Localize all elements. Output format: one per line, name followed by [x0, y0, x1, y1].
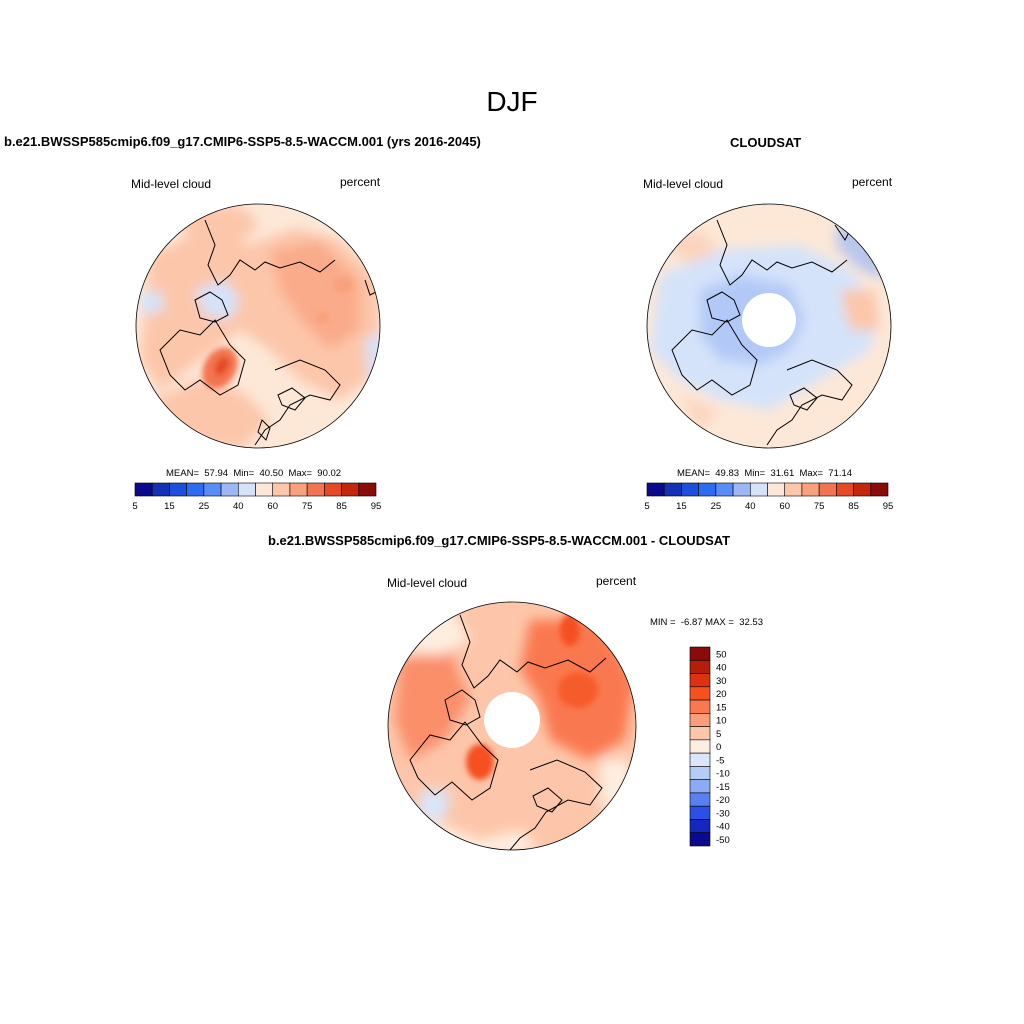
obs-colorbar-tick-label: 95 [883, 501, 894, 512]
diff-colorbar-swatch [689, 686, 711, 701]
model-colorbar-swatch [255, 482, 274, 497]
diff-colorbar-tick-label: -20 [716, 795, 730, 806]
diff-stats: MIN = -6.87 MAX = 32.53 [650, 617, 763, 628]
model-stats: MEAN= 57.94 Min= 40.50 Max= 90.02 [166, 468, 342, 479]
model-polar-map [135, 203, 381, 449]
diff-colorbar-tick-label: 40 [716, 663, 727, 674]
obs-colorbar-tick-label: 25 [711, 501, 722, 512]
model-colorbar-tick-label: 95 [371, 501, 382, 512]
obs-colorbar-tick-label: 5 [644, 501, 649, 512]
diff-colorbar-tick-label: 10 [716, 716, 727, 727]
model-colorbar-swatch [358, 482, 377, 497]
model-colorbar-tick-label: 60 [267, 501, 278, 512]
model-units-label: percent [340, 175, 381, 189]
model-colorbar-swatch [134, 482, 153, 497]
diff-colorbar-tick-label: 20 [716, 689, 727, 700]
obs-colorbar-tick-label: 40 [745, 501, 756, 512]
model-variable-label: Mid-level cloud [131, 177, 212, 191]
model-colorbar-swatch [272, 482, 291, 497]
model-colorbar: 5 15 25 40 60 75 85 95 [132, 482, 382, 512]
obs-colorbar-swatch [767, 482, 786, 497]
model-colorbar-swatch [203, 482, 222, 497]
diff-colorbar-swatch [689, 766, 711, 780]
obs-colorbar-swatch [749, 482, 768, 497]
obs-colorbar-swatch [870, 482, 889, 497]
diff-variable-label: Mid-level cloud [387, 576, 468, 590]
model-colorbar-swatch [237, 482, 256, 497]
obs-colorbar-swatch [663, 482, 682, 497]
diff-colorbar-swatch [689, 832, 711, 847]
diff-colorbar-swatch [689, 699, 711, 714]
diff-colorbar-swatch [689, 739, 711, 754]
diff-colorbar-swatch [689, 726, 711, 741]
model-colorbar-tick-label: 25 [199, 501, 210, 512]
diff-colorbar-tick-label: -40 [716, 822, 730, 833]
diff-colorbar-tick-label: 30 [716, 676, 727, 687]
obs-units-label: percent [852, 175, 893, 189]
obs-colorbar-swatch [784, 482, 803, 497]
model-colorbar-swatch [151, 482, 170, 497]
diff-colorbar-swatch [689, 779, 711, 794]
diff-colorbar-swatch [689, 713, 711, 727]
diff-colorbar-swatch [689, 646, 711, 661]
diff-colorbar-tick-label: -50 [716, 835, 730, 846]
diff-colorbar-tick-label: 0 [716, 742, 721, 753]
obs-colorbar-swatch [681, 482, 699, 497]
obs-colorbar-tick-label: 85 [848, 501, 859, 512]
model-colorbar-tick-label: 75 [302, 501, 313, 512]
obs-colorbar-swatch [853, 482, 872, 497]
obs-stats: MEAN= 49.83 Min= 31.61 Max= 71.14 [677, 468, 853, 479]
diff-colorbar-swatch [689, 752, 711, 767]
diff-polar-map [387, 601, 637, 851]
model-colorbar-swatch [186, 482, 205, 497]
model-colorbar-swatch [169, 482, 187, 497]
obs-colorbar-swatch [801, 482, 820, 497]
diff-colorbar-swatch [689, 792, 711, 807]
model-colorbar-swatch [306, 482, 325, 497]
obs-colorbar-swatch [698, 482, 717, 497]
model-colorbar-swatch [341, 482, 360, 497]
obs-colorbar-tick-label: 60 [779, 501, 790, 512]
model-colorbar-tick-label: 85 [336, 501, 347, 512]
model-colorbar-tick-label: 40 [233, 501, 244, 512]
obs-colorbar-swatch [818, 482, 837, 497]
diff-colorbar-tick-label: 15 [716, 702, 727, 713]
model-colorbar-tick-label: 5 [132, 501, 137, 512]
diff-colorbar-tick-label: -10 [716, 769, 730, 780]
model-colorbar-swatch [289, 482, 308, 497]
model-colorbar-swatch [220, 482, 239, 497]
obs-colorbar-swatch [836, 482, 854, 497]
model-colorbar-swatch [324, 482, 342, 497]
obs-colorbar-swatch [715, 482, 734, 497]
diff-colorbar-tick-label: 50 [716, 649, 727, 660]
diff-colorbar-swatch [689, 819, 711, 834]
obs-colorbar: 5 15 25 40 60 75 85 95 [644, 482, 894, 512]
diff-colorbar-swatch [689, 673, 711, 688]
obs-colorbar-swatch [732, 482, 751, 497]
diff-colorbar-tick-label: 5 [716, 729, 721, 740]
diff-colorbar-tick-label: -15 [716, 782, 730, 793]
obs-colorbar-swatch [646, 482, 665, 497]
obs-polar-map [646, 203, 892, 449]
diff-panel-title: b.e21.BWSSP585cmip6.f09_g17.CMIP6-SSP5-8… [268, 533, 731, 548]
obs-colorbar-tick-label: 15 [676, 501, 687, 512]
diff-colorbar-tick-label: -5 [716, 755, 724, 766]
obs-panel-title: CLOUDSAT [730, 135, 802, 150]
obs-variable-label: Mid-level cloud [643, 177, 724, 191]
figure-title: DJF [486, 86, 538, 117]
model-panel-title: b.e21.BWSSP585cmip6.f09_g17.CMIP6-SSP5-8… [4, 134, 481, 149]
diff-colorbar-tick-label: -30 [716, 808, 730, 819]
model-colorbar-tick-label: 15 [164, 501, 175, 512]
diff-colorbar-swatch [689, 805, 711, 820]
diff-colorbar-swatch [689, 659, 711, 674]
diff-units-label: percent [596, 574, 637, 588]
obs-colorbar-tick-label: 75 [814, 501, 825, 512]
